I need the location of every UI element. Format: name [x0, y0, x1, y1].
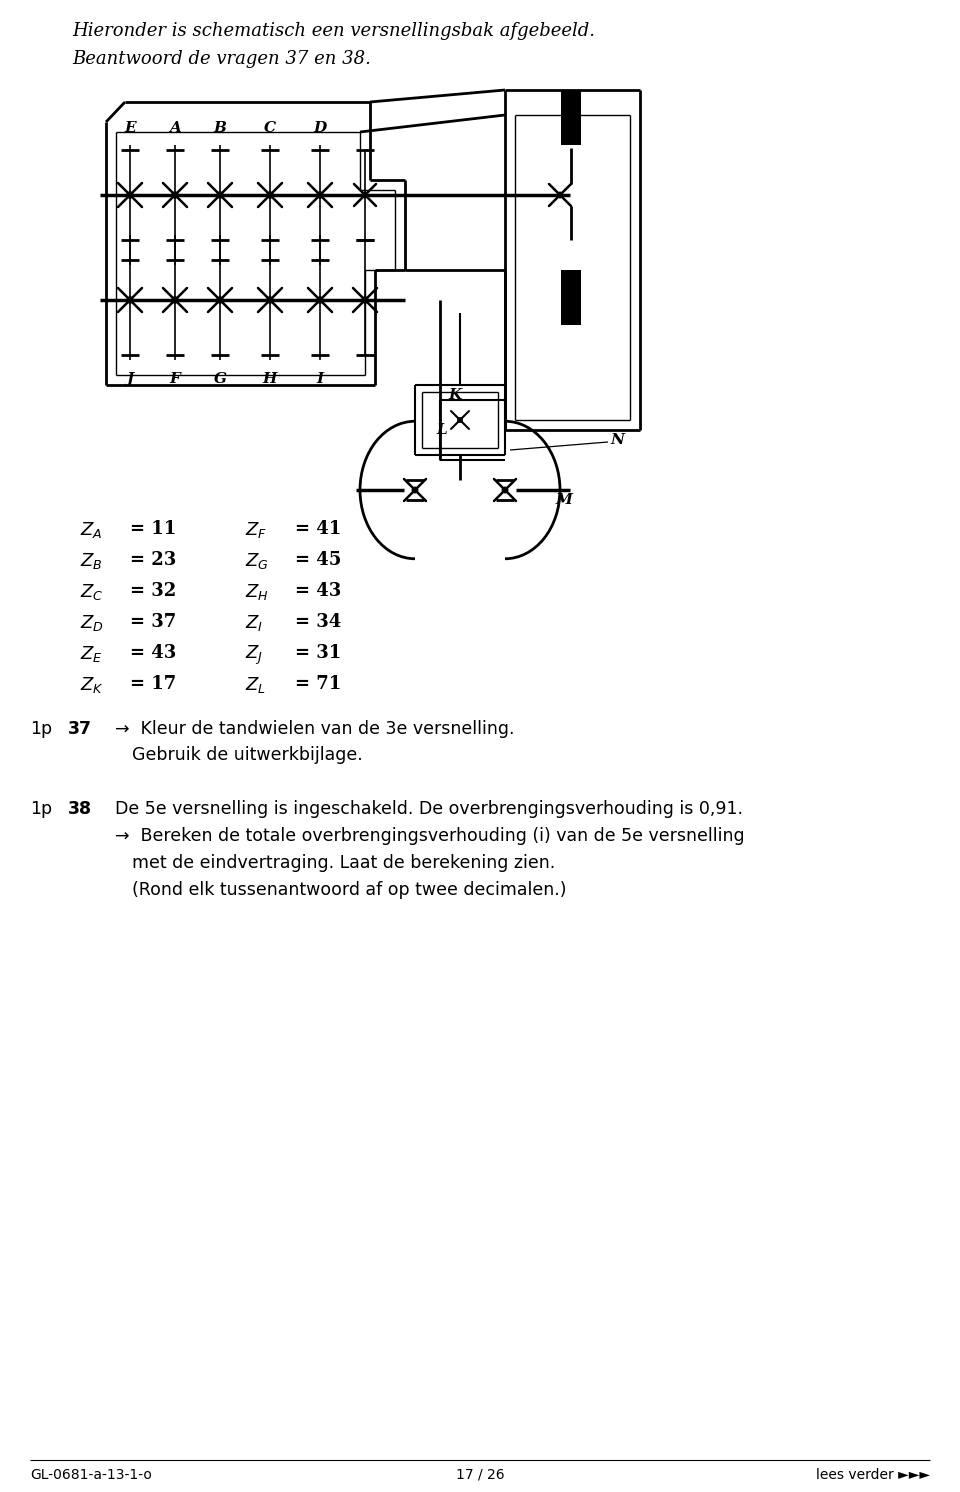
Text: $Z_{A}$: $Z_{A}$	[80, 521, 103, 540]
Text: De 5e versnelling is ingeschakeld. De overbrengingsverhouding is 0,91.: De 5e versnelling is ingeschakeld. De ov…	[115, 800, 743, 818]
Text: $Z_{L}$: $Z_{L}$	[245, 674, 266, 695]
Text: D: D	[313, 121, 326, 134]
Text: N: N	[610, 433, 624, 448]
Text: $Z_{E}$: $Z_{E}$	[80, 645, 103, 664]
Text: G: G	[213, 372, 227, 386]
Text: $Z_{G}$: $Z_{G}$	[245, 551, 269, 571]
Text: $Z_{I}$: $Z_{I}$	[245, 613, 263, 633]
Text: $Z_{C}$: $Z_{C}$	[80, 582, 104, 601]
Text: = 32: = 32	[130, 582, 177, 600]
Text: F: F	[170, 372, 180, 386]
Text: $Z_{F}$: $Z_{F}$	[245, 521, 267, 540]
Text: = 41: = 41	[295, 521, 341, 539]
Text: = 43: = 43	[295, 582, 341, 600]
Text: M: M	[555, 492, 572, 507]
Text: = 34: = 34	[295, 613, 341, 631]
Text: = 17: = 17	[130, 674, 177, 692]
Text: = 37: = 37	[130, 613, 177, 631]
Text: Gebruik de uitwerkbijlage.: Gebruik de uitwerkbijlage.	[132, 746, 363, 764]
Text: = 43: = 43	[130, 645, 177, 662]
Text: = 23: = 23	[130, 551, 177, 568]
Text: L: L	[437, 424, 447, 437]
Text: met de eindvertraging. Laat de berekening zien.: met de eindvertraging. Laat de berekenin…	[132, 853, 555, 871]
Text: J: J	[127, 372, 133, 386]
Text: 38: 38	[68, 800, 92, 818]
Text: $Z_{B}$: $Z_{B}$	[80, 551, 103, 571]
Text: = 45: = 45	[295, 551, 342, 568]
Text: 37: 37	[68, 721, 92, 739]
Text: Hieronder is schematisch een versnellingsbak afgebeeld.: Hieronder is schematisch een versnelling…	[72, 22, 595, 40]
Text: →  Bereken de totale overbrengingsverhouding (i) van de 5e versnelling: → Bereken de totale overbrengingsverhoud…	[115, 827, 745, 844]
Text: $Z_{H}$: $Z_{H}$	[245, 582, 269, 601]
Text: (Rond elk tussenantwoord af op twee decimalen.): (Rond elk tussenantwoord af op twee deci…	[132, 880, 566, 900]
Text: = 71: = 71	[295, 674, 341, 692]
Text: 1p: 1p	[30, 721, 52, 739]
Text: A: A	[169, 121, 180, 134]
Text: GL-0681-a-13-1-o: GL-0681-a-13-1-o	[30, 1468, 152, 1482]
Text: I: I	[317, 372, 324, 386]
Text: 1p: 1p	[30, 800, 52, 818]
Text: 17 / 26: 17 / 26	[456, 1468, 504, 1482]
Text: $Z_{D}$: $Z_{D}$	[80, 613, 104, 633]
Text: H: H	[263, 372, 277, 386]
Text: $Z_{K}$: $Z_{K}$	[80, 674, 104, 695]
Text: lees verder ►►►: lees verder ►►►	[816, 1468, 930, 1482]
Text: Beantwoord de vragen 37 en 38.: Beantwoord de vragen 37 en 38.	[72, 51, 371, 69]
Bar	[561, 270, 581, 325]
Text: C: C	[264, 121, 276, 134]
Text: = 31: = 31	[295, 645, 341, 662]
Text: = 11: = 11	[130, 521, 177, 539]
Text: K: K	[448, 388, 461, 401]
Bar	[561, 90, 581, 145]
Text: B: B	[213, 121, 227, 134]
Text: →  Kleur de tandwielen van de 3e versnelling.: → Kleur de tandwielen van de 3e versnell…	[115, 721, 515, 739]
Text: $Z_{J}$: $Z_{J}$	[245, 645, 263, 667]
Text: E: E	[124, 121, 135, 134]
